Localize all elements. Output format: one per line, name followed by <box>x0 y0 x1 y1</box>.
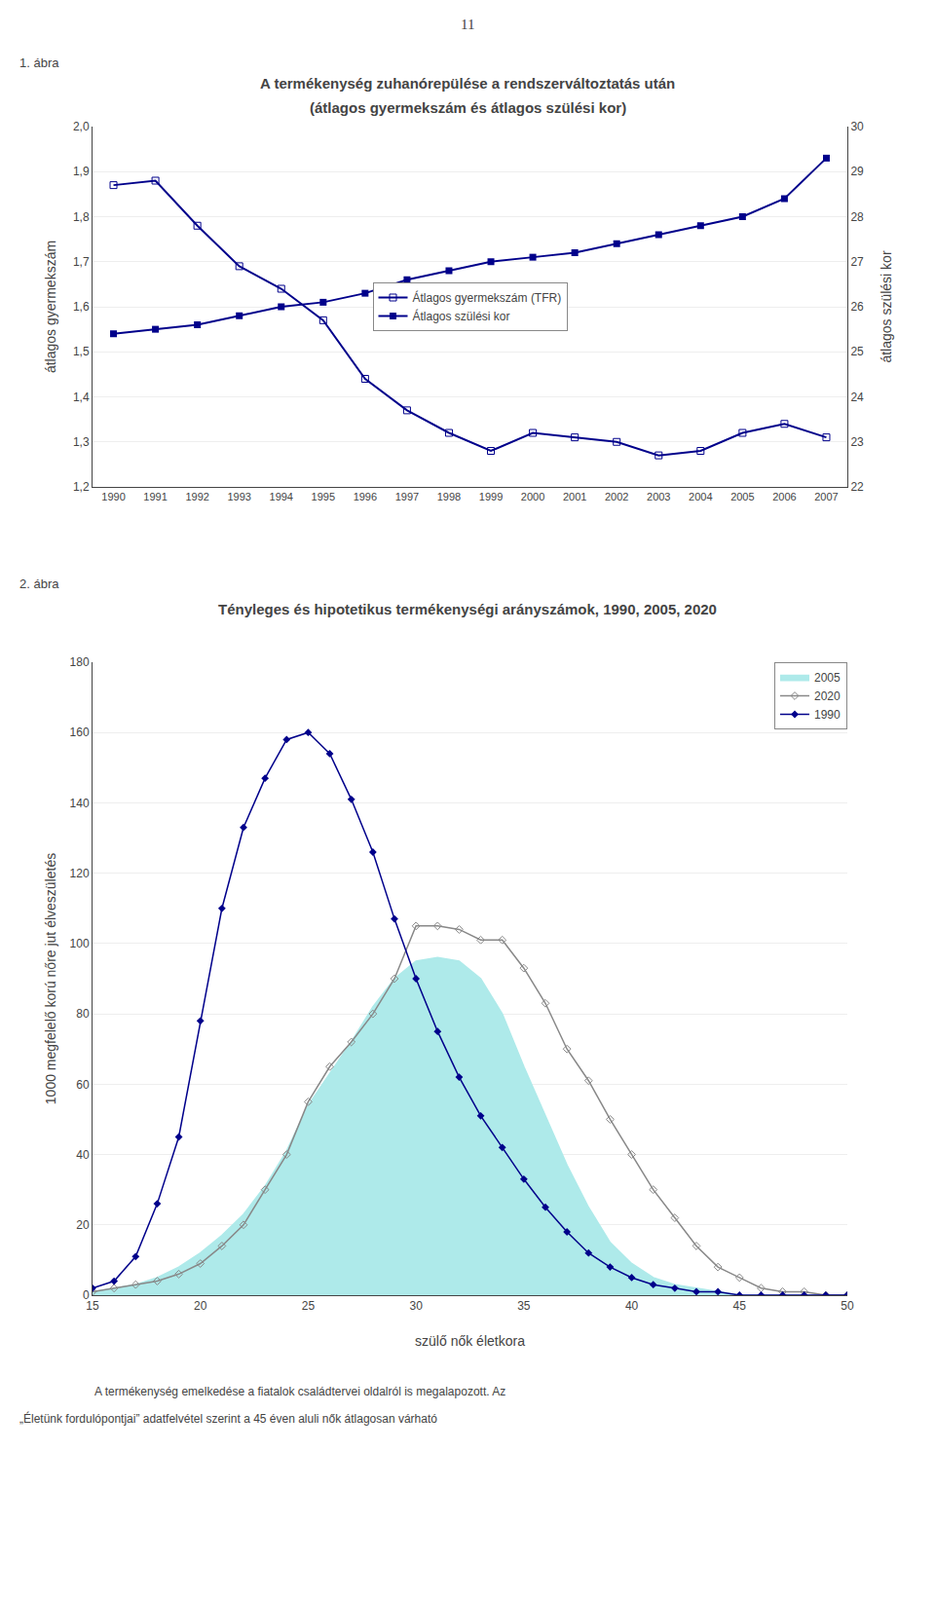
svg-text:25: 25 <box>301 1299 316 1313</box>
svg-text:Átlagos gyermekszám (TFR): Átlagos gyermekszám (TFR) <box>412 290 562 305</box>
svg-text:40: 40 <box>625 1299 639 1313</box>
svg-text:28: 28 <box>850 210 864 225</box>
svg-text:1,9: 1,9 <box>73 164 90 179</box>
svg-text:22: 22 <box>850 480 864 494</box>
svg-text:átlagos szülési kor: átlagos szülési kor <box>878 250 895 364</box>
svg-text:A termékenység emelkedése a fi: A termékenység emelkedése a fiatalok csa… <box>94 1384 506 1399</box>
svg-text:1997: 1997 <box>395 490 419 503</box>
svg-text:1000 megfelelő korú nőre jut é: 1000 megfelelő korú nőre jut élveszületé… <box>42 853 59 1105</box>
svg-text:35: 35 <box>517 1299 531 1313</box>
svg-text:1,5: 1,5 <box>73 344 90 359</box>
svg-text:2000: 2000 <box>521 490 545 503</box>
svg-text:1990: 1990 <box>101 490 125 503</box>
svg-text:1993: 1993 <box>226 490 251 503</box>
svg-text:Átlagos szülési kor: Átlagos szülési kor <box>412 308 511 324</box>
svg-text:25: 25 <box>850 344 864 359</box>
svg-text:1,6: 1,6 <box>73 299 90 314</box>
svg-text:1995: 1995 <box>311 490 336 503</box>
svg-text:29: 29 <box>850 164 864 179</box>
svg-text:20: 20 <box>193 1299 208 1313</box>
svg-text:30: 30 <box>850 119 864 134</box>
svg-text:2006: 2006 <box>772 490 796 503</box>
svg-text:1998: 1998 <box>437 490 461 503</box>
svg-text:30: 30 <box>409 1299 423 1313</box>
svg-text:2020: 2020 <box>814 689 841 704</box>
svg-text:40: 40 <box>75 1148 90 1162</box>
svg-text:24: 24 <box>850 390 864 405</box>
svg-text:Tényleges és hipotetikus termé: Tényleges és hipotetikus termékenységi a… <box>218 600 717 618</box>
svg-text:140: 140 <box>70 796 90 811</box>
svg-text:1994: 1994 <box>269 490 294 503</box>
svg-text:1,7: 1,7 <box>73 255 90 269</box>
svg-text:szülő nők életkora: szülő nők életkora <box>414 1333 525 1349</box>
svg-text:1992: 1992 <box>185 490 209 503</box>
svg-text:45: 45 <box>733 1299 748 1313</box>
svg-text:2005: 2005 <box>814 671 841 685</box>
svg-text:(átlagos gyermekszám és átlago: (átlagos gyermekszám és átlagos szülési … <box>309 99 627 116</box>
svg-text:1,8: 1,8 <box>73 210 90 225</box>
svg-text:1990: 1990 <box>814 708 841 722</box>
svg-text:2003: 2003 <box>646 490 671 503</box>
svg-text:26: 26 <box>850 299 864 314</box>
svg-text:80: 80 <box>75 1007 90 1021</box>
svg-text:23: 23 <box>850 435 864 449</box>
svg-text:1999: 1999 <box>479 490 503 503</box>
svg-text:1,4: 1,4 <box>73 390 90 405</box>
svg-text:1991: 1991 <box>143 490 167 503</box>
svg-text:2004: 2004 <box>688 490 712 503</box>
svg-text:A termékenység zuhanórepülése: A termékenység zuhanórepülése a rendszer… <box>260 74 675 92</box>
svg-text:0: 0 <box>82 1288 90 1303</box>
svg-text:100: 100 <box>70 936 90 951</box>
svg-text:2002: 2002 <box>604 490 629 503</box>
svg-text:160: 160 <box>70 725 90 740</box>
svg-text:2001: 2001 <box>562 490 587 503</box>
svg-text:50: 50 <box>840 1299 855 1313</box>
svg-text:2005: 2005 <box>730 490 754 503</box>
svg-text:2007: 2007 <box>814 490 838 503</box>
svg-text:11: 11 <box>460 16 475 33</box>
svg-text:„Életünk fordulópontjai” adatf: „Életünk fordulópontjai” adatfelvétel sz… <box>19 1411 438 1426</box>
svg-text:180: 180 <box>70 655 90 670</box>
svg-text:1996: 1996 <box>353 490 377 503</box>
svg-text:1. ábra: 1. ábra <box>19 55 60 71</box>
svg-text:15: 15 <box>85 1299 100 1313</box>
svg-text:20: 20 <box>75 1218 90 1233</box>
svg-text:60: 60 <box>75 1078 90 1092</box>
svg-text:2. ábra: 2. ábra <box>19 576 60 592</box>
svg-text:120: 120 <box>70 866 90 881</box>
svg-text:1,3: 1,3 <box>73 435 90 449</box>
svg-text:átlagos gyermekszám: átlagos gyermekszám <box>42 240 59 374</box>
svg-text:27: 27 <box>850 255 864 269</box>
svg-text:2,0: 2,0 <box>73 119 90 134</box>
svg-text:1,2: 1,2 <box>73 480 90 494</box>
